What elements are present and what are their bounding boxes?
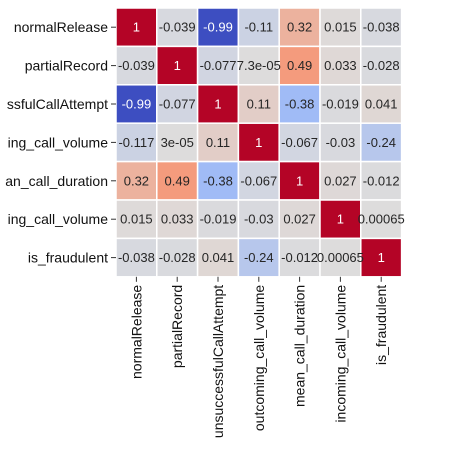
row-label-6: is_fraudulent bbox=[28, 250, 108, 266]
heatmap-cell-r3-c5 bbox=[319, 122, 362, 163]
heatmap-cell-r3-c0 bbox=[115, 122, 158, 163]
cell-value-r2-c5: -0.019 bbox=[322, 97, 359, 112]
column-label-5: incoming_call_volume bbox=[332, 285, 348, 423]
row-tick-labels: normalRelease partialRecord ssfulCallAttem… bbox=[5, 19, 116, 266]
column-label-4: mean_call_duration bbox=[292, 285, 308, 407]
heatmap-cell-r2-c1 bbox=[156, 84, 199, 124]
heatmap-cell-r1-c4 bbox=[278, 45, 321, 86]
cell-value-r6-c0: -0.038 bbox=[118, 250, 155, 265]
cell-value-r6-c3: -0.24 bbox=[244, 250, 274, 265]
row-label-3: ing_call_volume bbox=[8, 134, 109, 150]
cell-value-r1-c5: 0.033 bbox=[324, 58, 357, 73]
cell-value-r6-c5: 0.00065 bbox=[317, 250, 364, 265]
column-label-6: is_fraudulent bbox=[373, 285, 389, 365]
cell-value-r4-c2: -0.38 bbox=[203, 173, 233, 188]
column-label-2: unsuccessfulCallAttempt bbox=[210, 285, 226, 438]
cell-value-r1-c2: -0.077 bbox=[200, 58, 237, 73]
cell-value-r5-c1: 0.033 bbox=[161, 212, 194, 227]
cell-value-r2-c2: 1 bbox=[214, 97, 221, 112]
cell-value-r3-c5: -0.03 bbox=[326, 135, 356, 150]
row-label-1: partialRecord bbox=[25, 58, 108, 74]
cell-value-r5-c6: 0.00065 bbox=[358, 212, 405, 227]
cell-value-r5-c3: -0.03 bbox=[244, 212, 274, 227]
cell-value-r3-c6: -0.24 bbox=[366, 135, 396, 150]
cell-value-r3-c2: 0.11 bbox=[206, 135, 230, 150]
cell-value-r5-c5: 1 bbox=[337, 212, 344, 227]
heatmap-cells bbox=[115, 7, 403, 278]
cell-value-r4-c6: -0.012 bbox=[363, 173, 400, 188]
cell-value-r4-c3: -0.067 bbox=[240, 173, 277, 188]
cell-value-r3-c3: 1 bbox=[255, 135, 262, 150]
cell-value-r6-c6: 1 bbox=[378, 250, 385, 265]
column-label-1: partialRecord bbox=[169, 285, 185, 368]
cell-value-r4-c0: 0.32 bbox=[124, 173, 149, 188]
cell-value-r0-c2: -0.99 bbox=[203, 20, 233, 35]
cell-value-r0-c5: 0.015 bbox=[324, 20, 357, 35]
heatmap-cell-r2-c5 bbox=[319, 84, 362, 124]
heatmap-cell-r2-c4 bbox=[278, 84, 321, 124]
cell-value-r6-c2: 0.041 bbox=[202, 250, 235, 265]
column-label-3: outcoming_call_volume bbox=[251, 285, 267, 432]
cell-value-r4-c1: 0.49 bbox=[165, 173, 190, 188]
heatmap-cell-r1-c2 bbox=[196, 45, 240, 86]
heatmap-cell-r4-c2 bbox=[196, 160, 240, 201]
heatmap-cell-r5-c6 bbox=[360, 199, 403, 240]
column-label-0: normalRelease bbox=[128, 285, 144, 379]
cell-value-r0-c4: 0.32 bbox=[287, 20, 312, 35]
cell-value-r5-c2: -0.019 bbox=[200, 212, 237, 227]
cell-value-r1-c1: 1 bbox=[174, 58, 181, 73]
cell-value-r2-c0: -0.99 bbox=[122, 97, 152, 112]
cell-value-r6-c1: -0.028 bbox=[159, 250, 196, 265]
cell-value-r0-c1: -0.039 bbox=[159, 20, 196, 35]
cell-value-r3-c1: 3e-05 bbox=[161, 135, 194, 150]
heatmap-cell-labels: 1 -0.039 -0.99 -0.11 0.32 0.015 -0.038 -0.039 1 -… bbox=[118, 20, 405, 265]
heatmap-cell-r6-c6 bbox=[360, 237, 403, 278]
cell-value-r3-c0: -0.117 bbox=[118, 135, 154, 150]
heatmap-cell-r6-c3 bbox=[237, 237, 280, 278]
cell-value-r0-c6: -0.038 bbox=[363, 20, 400, 35]
heatmap-cell-r5-c1 bbox=[156, 199, 199, 240]
cell-value-r2-c6: 0.041 bbox=[365, 97, 398, 112]
heatmap-cell-r4-c0 bbox=[115, 160, 158, 201]
cell-value-r2-c1: -0.077 bbox=[159, 97, 196, 112]
cell-value-r4-c5: 0.027 bbox=[324, 173, 357, 188]
cell-value-r0-c3: -0.11 bbox=[244, 20, 273, 35]
heatmap-cell-r2-c2 bbox=[196, 84, 240, 124]
cell-value-r1-c4: 0.49 bbox=[287, 58, 312, 73]
cell-value-r2-c4: -0.38 bbox=[285, 97, 315, 112]
row-label-4: an_call_duration bbox=[5, 173, 108, 189]
cell-value-r0-c0: 1 bbox=[133, 20, 140, 35]
cell-value-r4-c4: 1 bbox=[296, 173, 303, 188]
heatmap-cell-r0-c5 bbox=[319, 7, 362, 48]
cell-value-r1-c6: -0.028 bbox=[363, 58, 400, 73]
heatmap-cell-r6-c5 bbox=[319, 237, 362, 278]
heatmap-cell-r1-c6 bbox=[360, 45, 403, 86]
cell-value-r3-c4: -0.067 bbox=[281, 135, 318, 150]
cell-value-r5-c0: 0.015 bbox=[120, 212, 153, 227]
heatmap-cell-r6-c2 bbox=[196, 237, 240, 278]
row-label-2: ssfulCallAttempt bbox=[7, 96, 108, 112]
column-tick-labels: normalRelease partialRecord unsuccessfulCa… bbox=[128, 276, 389, 438]
cell-value-r1-c0: -0.039 bbox=[118, 58, 155, 73]
cell-value-r1-c3: 7.3e-05 bbox=[237, 58, 281, 73]
heatmap-cell-r2-c6 bbox=[360, 84, 403, 124]
heatmap-cell-r3-c1 bbox=[156, 122, 199, 163]
heatmap-cell-r5-c0 bbox=[115, 199, 158, 240]
row-label-0: normalRelease bbox=[14, 19, 108, 35]
cell-value-r2-c3: 0.11 bbox=[247, 97, 271, 112]
cell-value-r5-c4: 0.027 bbox=[283, 212, 316, 227]
cell-value-r6-c4: -0.012 bbox=[281, 250, 318, 265]
row-label-5: ing_call_volume bbox=[8, 211, 109, 227]
